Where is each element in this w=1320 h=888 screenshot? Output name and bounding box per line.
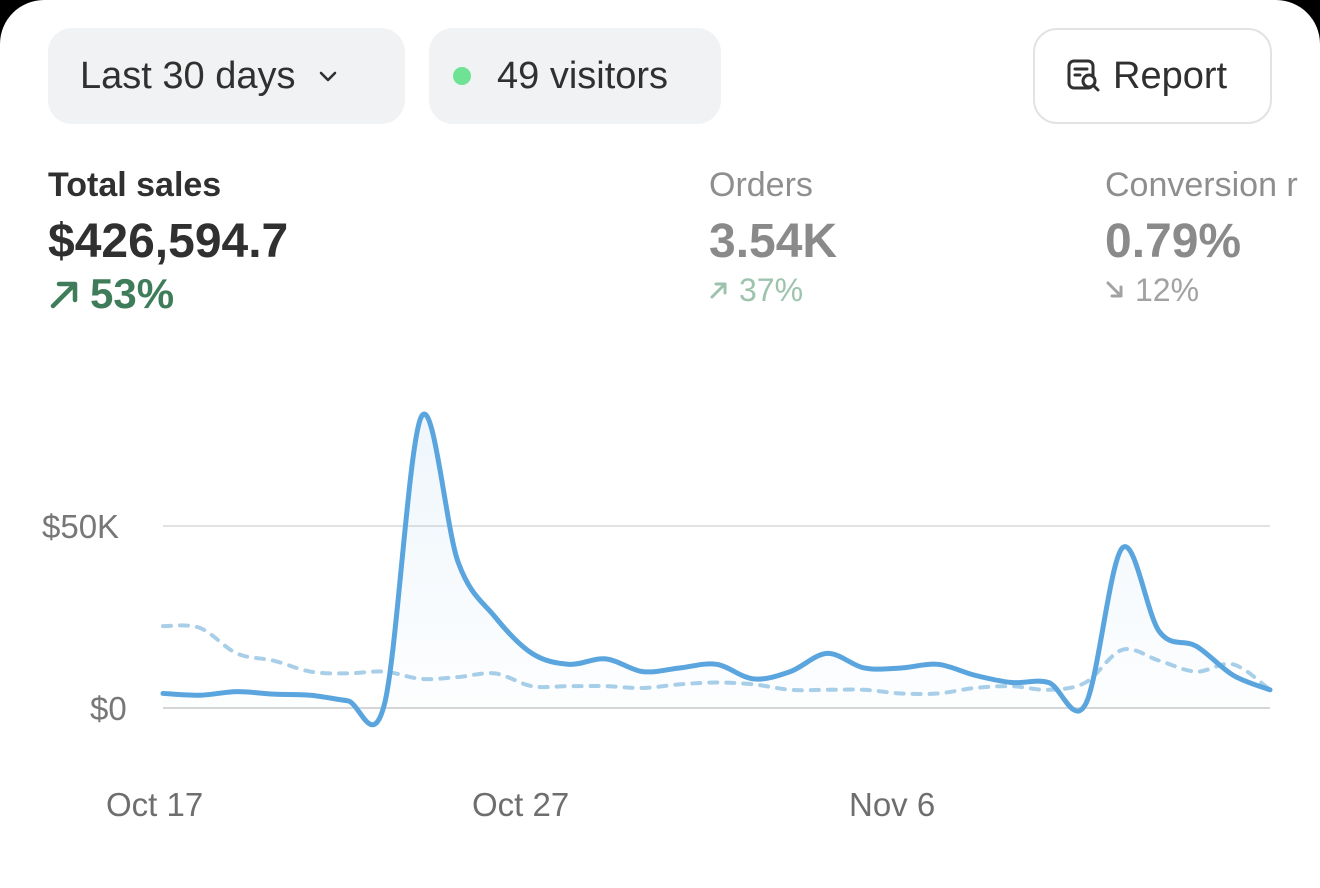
x-tick-label: Oct 27 [472, 786, 570, 823]
metric-conversion[interactable]: Conversion r 0.79% 12% [1105, 164, 1298, 310]
report-icon [1067, 59, 1100, 92]
metric-value: 0.79% [1105, 215, 1242, 268]
x-tick-label: Oct 17 [106, 786, 204, 823]
report-label: Report [1113, 54, 1228, 97]
live-indicator-icon [453, 67, 471, 85]
chevron-down-icon [320, 71, 337, 82]
y-tick-label: $0 [90, 690, 127, 727]
date-range-label: Last 30 days [80, 54, 296, 97]
series-area-fill [163, 414, 1270, 725]
metric-delta: 53% [48, 270, 288, 317]
metric-delta-value: 37% [739, 272, 804, 308]
metric-value: 3.54K [709, 215, 838, 268]
report-button[interactable]: Report [1033, 28, 1272, 124]
metric-delta: 12% [1105, 270, 1298, 310]
date-range-dropdown[interactable]: Last 30 days [48, 28, 405, 124]
metric-label: Orders [709, 166, 813, 204]
live-visitors-button[interactable]: 49 visitors [429, 28, 721, 124]
metric-value: $426,594.7 [48, 215, 289, 268]
arrow-down-right-icon [1106, 281, 1123, 298]
visitors-label: 49 visitors [497, 54, 669, 97]
x-tick-label: Nov 6 [849, 786, 936, 823]
y-tick-label: $50K [42, 508, 120, 545]
metric-label: Total sales [48, 166, 222, 204]
metric-total-sales[interactable]: Total sales $426,594.7 53% [48, 164, 289, 317]
metric-delta: 37% [709, 270, 837, 310]
current-period-line [160, 411, 1273, 728]
metric-label: Conversion r [1105, 166, 1298, 204]
metric-orders[interactable]: Orders 3.54K 37% [709, 164, 837, 310]
arrow-up-right-icon [710, 282, 727, 299]
metric-delta-value: 12% [1135, 272, 1200, 308]
metric-delta-value: 53% [90, 270, 175, 317]
arrow-up-right-icon [50, 281, 78, 309]
